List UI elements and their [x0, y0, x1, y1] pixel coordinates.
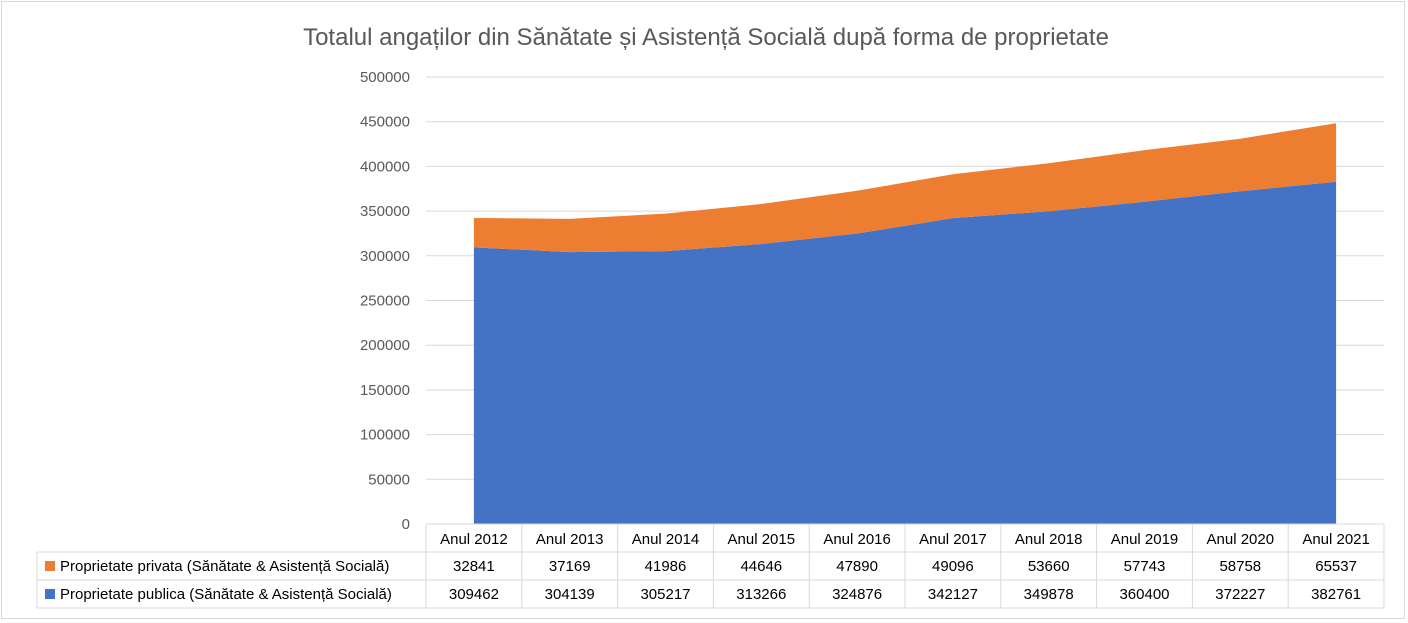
table-value: 313266: [736, 586, 786, 603]
area-series-privata: [473, 123, 1337, 253]
table-value: 41986: [645, 558, 687, 575]
x-category-label: Anul 2012: [440, 531, 508, 548]
x-category-label: Anul 2018: [1015, 531, 1083, 548]
y-tick-label: 300000: [360, 248, 410, 265]
legend-label: Proprietate privata (Sănătate & Asistenț…: [60, 558, 389, 575]
legend-swatch: [45, 589, 55, 599]
x-category-label: Anul 2021: [1302, 531, 1370, 548]
table-value: 382761: [1311, 586, 1361, 603]
table-value: 65537: [1315, 558, 1357, 575]
table-value: 44646: [740, 558, 782, 575]
y-tick-label: 400000: [360, 158, 410, 175]
chart-title: Totalul angaților din Sănătate și Asiste…: [303, 24, 1109, 51]
table-value: 324876: [832, 586, 882, 603]
y-tick-label: 450000: [360, 114, 410, 131]
y-tick-label: 100000: [360, 427, 410, 444]
table-value: 304139: [545, 586, 595, 603]
table-value: 349878: [1024, 586, 1074, 603]
x-category-label: Anul 2017: [919, 531, 987, 548]
table-value: 360400: [1119, 586, 1169, 603]
table-value: 372227: [1215, 586, 1265, 603]
y-tick-label: 0: [402, 516, 410, 533]
area-series-publica: [473, 181, 1337, 524]
data-table: Anul 2012 Anul 2013 Anul 2014 Anul 2015 Anul…: [36, 523, 1385, 609]
table-value: 47890: [836, 558, 878, 575]
y-axis-ticks: 0 50000 100000 150000 200000 250000 300000 3500…: [360, 69, 410, 533]
table-value: 49096: [932, 558, 974, 575]
y-tick-label: 350000: [360, 203, 410, 220]
x-category-label: Anul 2015: [728, 531, 796, 548]
y-tick-label: 150000: [360, 382, 410, 399]
table-value: 57743: [1124, 558, 1166, 575]
y-tick-label: 250000: [360, 293, 410, 310]
y-tick-label: 50000: [368, 471, 410, 488]
table-value: 305217: [640, 586, 690, 603]
table-value: 32841: [453, 558, 495, 575]
y-tick-label: 200000: [360, 337, 410, 354]
x-category-label: Anul 2013: [536, 531, 604, 548]
legend-swatch: [45, 561, 55, 571]
legend-label: Proprietate publica (Sănătate & Asistenț…: [60, 586, 392, 603]
x-category-label: Anul 2019: [1111, 531, 1179, 548]
table-value: 342127: [928, 586, 978, 603]
table-value: 309462: [449, 586, 499, 603]
x-category-label: Anul 2016: [823, 531, 891, 548]
x-category-label: Anul 2014: [632, 531, 700, 548]
table-value: 53660: [1028, 558, 1070, 575]
plot-areas: [473, 123, 1337, 524]
x-category-label: Anul 2020: [1207, 531, 1275, 548]
table-value: 58758: [1219, 558, 1261, 575]
y-tick-label: 500000: [360, 69, 410, 86]
table-value: 37169: [549, 558, 591, 575]
